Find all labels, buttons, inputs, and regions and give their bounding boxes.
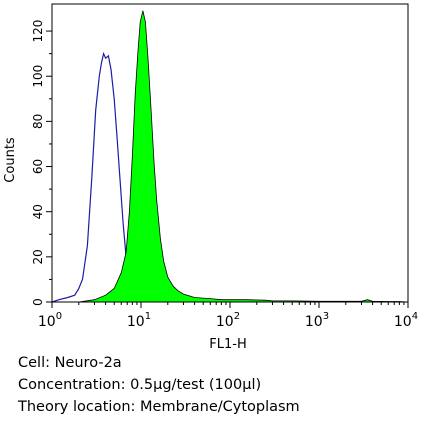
- y-axis: 0 20 40 60 80 100 120: [31, 20, 52, 306]
- y-axis-title: Counts: [3, 137, 18, 183]
- y-tick-label: 20: [31, 249, 45, 264]
- x-tick-label: 104: [394, 311, 418, 330]
- y-tick-label: 60: [31, 159, 45, 174]
- series-antibody-stained-area: [78, 10, 409, 303]
- caption-concentration: Concentration: 0.5µg/test (100µl): [18, 377, 262, 393]
- plot-frame: [51, 3, 409, 303]
- x-axis: 100 101 102 103 104: [38, 302, 418, 330]
- y-tick-label: 120: [31, 20, 45, 43]
- plot-area: [51, 10, 409, 303]
- x-tick-exponent: 0: [56, 311, 62, 322]
- x-tick-label: 100: [38, 311, 62, 330]
- x-tick-label: 103: [305, 311, 329, 330]
- x-axis-title: FL1-H: [209, 337, 246, 352]
- caption-location: Theory location: Membrane/Cytoplasm: [18, 399, 300, 415]
- x-tick-exponent: 3: [323, 311, 329, 322]
- caption-cell: Cell: Neuro-2a: [18, 355, 122, 371]
- x-tick-exponent: 1: [145, 311, 151, 322]
- y-tick-label: 80: [31, 114, 45, 129]
- y-tick-label: 100: [31, 65, 45, 88]
- x-tick-label: 102: [216, 311, 240, 330]
- y-tick-label: 0: [31, 298, 45, 306]
- x-tick-label: 101: [127, 311, 151, 330]
- x-tick-exponent: 2: [234, 311, 240, 322]
- y-tick-label: 40: [31, 204, 45, 219]
- x-tick-exponent: 4: [412, 311, 418, 322]
